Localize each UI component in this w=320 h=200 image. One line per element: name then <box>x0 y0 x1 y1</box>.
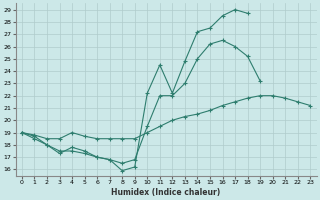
X-axis label: Humidex (Indice chaleur): Humidex (Indice chaleur) <box>111 188 221 197</box>
